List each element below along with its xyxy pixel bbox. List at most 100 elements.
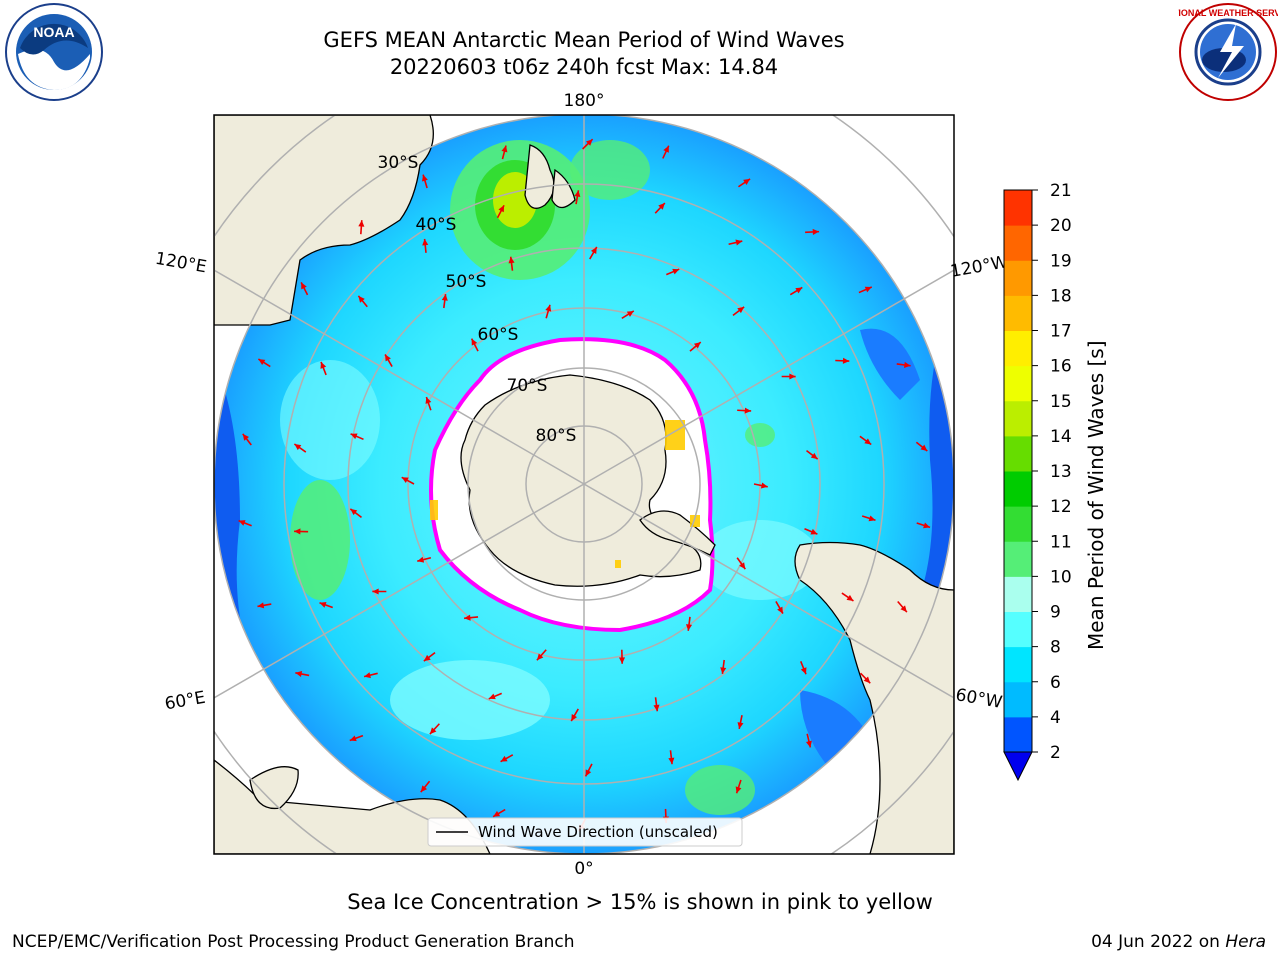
colorbar-tick-label: 14 [1050, 427, 1072, 447]
wind-arrow-head [425, 396, 432, 404]
wind-arrow-head [574, 190, 581, 198]
colorbar-tick-label: 12 [1050, 497, 1072, 517]
colorbar-segment [1004, 646, 1032, 683]
colorbar-tick-label: 13 [1050, 462, 1072, 482]
wind-arrow-head [471, 338, 478, 346]
wind-arrow-head [422, 238, 429, 246]
wind-arrow-head [294, 528, 301, 535]
wind-arrow-head [401, 477, 409, 483]
wind-arrow-head [358, 220, 365, 227]
land-masses [214, 115, 954, 854]
wind-arrow-head [663, 145, 669, 153]
wind-arrow-head [805, 740, 812, 748]
wind-arrow-head [658, 203, 665, 210]
wind-arrow-head [735, 239, 743, 246]
colorbar-tick-label: 6 [1050, 673, 1061, 693]
wind-arrow-head [500, 755, 508, 762]
colorbar-tick-label: 11 [1050, 532, 1072, 552]
wind-arrow-head [744, 407, 752, 414]
chart-title: GEFS MEAN Antarctic Mean Period of Wind … [323, 28, 845, 52]
wind-arrow-head [590, 246, 597, 254]
wind-arrow-head [257, 602, 265, 609]
wind-arrow-head [685, 624, 693, 631]
colorbar-segment [1004, 295, 1032, 331]
wind-arrow-head [238, 520, 246, 526]
wind-arrow-head [488, 693, 496, 700]
wind-arrow-head [358, 295, 365, 303]
colorbar-segment [1004, 471, 1032, 507]
colorbar-tick-label: 8 [1050, 638, 1061, 658]
lon-label-180: 180° [564, 91, 605, 111]
colorbar-segment [1004, 330, 1032, 367]
wind-arrow-head [464, 614, 471, 621]
colorbar-segment [1004, 611, 1032, 648]
wind-arrow-head [319, 602, 327, 608]
colorbar-tick-label: 18 [1050, 286, 1072, 306]
wind-arrow-head [420, 785, 428, 793]
wind-arrow-head [777, 606, 783, 614]
lon-label-120w: 120°W [949, 252, 1010, 282]
colorbar-tick-label: 2 [1050, 743, 1061, 763]
lon-label-60e: 60°E [163, 688, 207, 715]
lon-label-120e: 120°E [154, 249, 208, 278]
colorbar-tick-label: 21 [1050, 181, 1072, 201]
wind-arrow-head [863, 676, 871, 684]
colorbar-label: Mean Period of Wind Waves [s] [1084, 340, 1108, 650]
lon-label-0: 0° [574, 859, 593, 879]
wind-arrow-head [743, 178, 751, 185]
footer-date: 04 Jun 2022 on Hera [1091, 932, 1266, 952]
legend-label: Wind Wave Direction (unscaled) [478, 823, 718, 841]
wind-arrow-head [923, 522, 931, 529]
wind-arrow-head [760, 482, 768, 489]
wind-arrow-head [653, 704, 660, 712]
colorbar-tick-label: 15 [1050, 392, 1072, 412]
footer-date-text: 04 Jun 2022 on [1091, 932, 1226, 952]
wind-arrow-head [672, 268, 680, 275]
wind-arrow-head [626, 310, 634, 317]
wind-arrow-head [618, 657, 626, 664]
wind-arrow-head [417, 556, 425, 563]
wind-arrow-head [864, 438, 872, 445]
wind-arrow-head [585, 769, 592, 777]
colorbar-tick-label: 20 [1050, 216, 1072, 236]
map-frame [213, 114, 955, 855]
wind-arrow-head [385, 354, 391, 362]
lat-label-40s: 40°S [416, 215, 457, 235]
wind-arrow-head [320, 361, 327, 369]
colorbar-tick-label: 19 [1050, 251, 1072, 271]
colorbar-tick-label: 17 [1050, 322, 1072, 342]
wind-arrow-head [571, 714, 578, 722]
lon-label-60w: 60°W [954, 685, 1004, 713]
wind-arrow-head [301, 282, 307, 290]
map-legend: Wind Wave Direction (unscaled) [427, 817, 743, 847]
footer-credit: NCEP/EMC/Verification Post Processing Pr… [12, 932, 575, 952]
colorbar-segment [1004, 400, 1032, 437]
wind-arrow-head [493, 810, 501, 817]
sea-ice-note: Sea Ice Concentration > 15% is shown in … [347, 890, 933, 914]
colorbar-segment [1004, 225, 1032, 261]
wind-arrow-head [846, 594, 854, 601]
wind-arrow-head [349, 735, 357, 742]
wind-arrow-head [903, 361, 911, 368]
colorbar-segment [1004, 435, 1032, 472]
wind-arrow-head [423, 654, 431, 662]
wind-wave-arrows [238, 138, 931, 832]
wind-arrow-head [585, 139, 593, 146]
colorbar-segment [1004, 190, 1032, 226]
graticule [214, 115, 954, 854]
colorbar-segment [1004, 260, 1032, 296]
nws-logo-text: NATIONAL WEATHER SERVICE [1178, 8, 1278, 18]
lat-label-70s: 70°S [507, 376, 548, 396]
wind-arrow-head [739, 562, 746, 570]
wind-arrow-head [900, 605, 907, 613]
wind-arrow-head [294, 443, 302, 451]
lat-label-80s: 80°S [536, 426, 577, 446]
colorbar-tick-label: 16 [1050, 357, 1072, 377]
wind-arrow-head [258, 359, 266, 366]
national-weather-service-logo: NATIONAL WEATHER SERVICE [1178, 3, 1278, 101]
wind-arrow-head [737, 306, 745, 314]
lat-label-50s: 50°S [446, 272, 487, 292]
colorbar-segment [1004, 541, 1032, 577]
wind-arrow-head [501, 145, 508, 153]
colorbar-extend-triangle [1003, 751, 1033, 782]
